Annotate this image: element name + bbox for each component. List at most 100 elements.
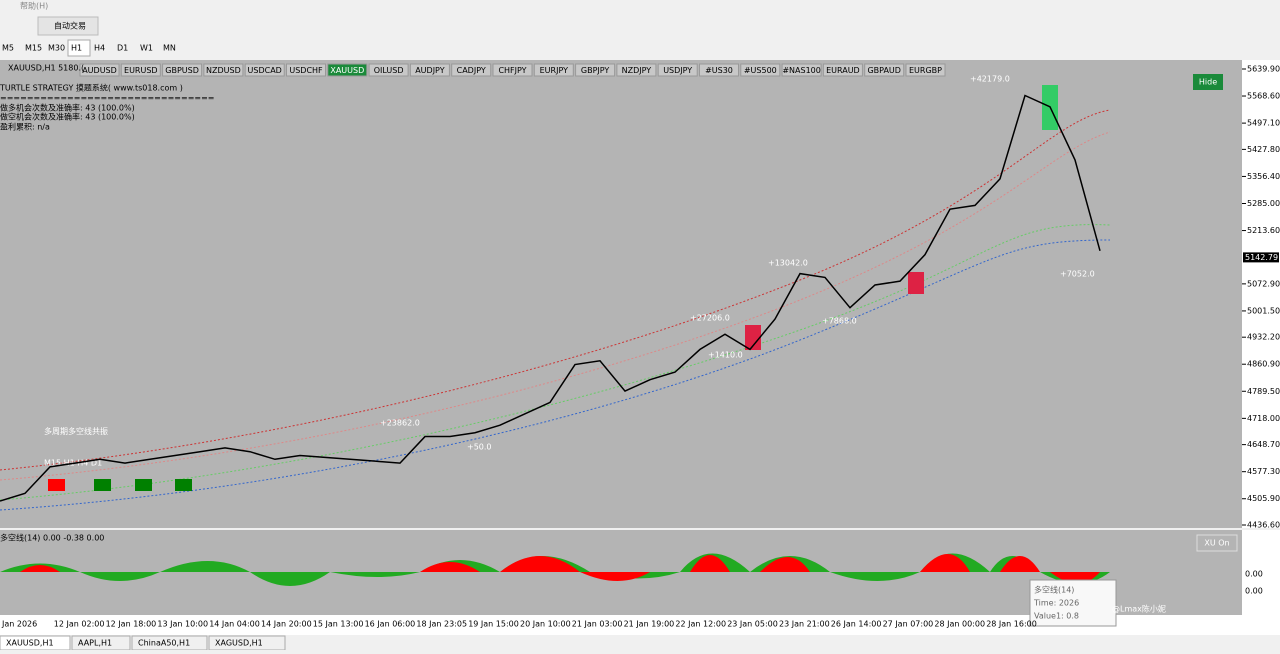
symbol-label[interactable]: OILUSD [374,66,404,75]
time-label: 18 Jan 23:05 [416,620,467,629]
symbol-tab[interactable] [327,63,368,77]
tooltip-line: Time: 2026 [1033,599,1079,608]
symbol-label[interactable]: GBPJPY [581,66,610,75]
symbol-tab[interactable] [492,63,533,77]
info-line: 做空机会次数及准确率: 43 (100.0%) [0,112,135,122]
upper-band [0,109,1111,471]
chart-bg [0,60,1242,528]
time-label: 23 Jan 21:00 [779,620,830,629]
symbol-tab[interactable] [905,63,946,77]
symbol-label[interactable]: NZDUSD [206,66,241,75]
price-label: 4932.20 [1247,333,1280,342]
symbol-tab[interactable] [368,63,409,77]
symbol-label[interactable]: AUDUSD [82,66,117,75]
symbol-tab[interactable] [575,63,616,77]
xu-on[interactable]: XU On [1204,539,1229,548]
time-label: 15 Jan 13:00 [313,620,364,629]
symbol-label[interactable]: USDCHF [289,66,323,75]
symbol-label[interactable]: #NAS100 [782,66,821,75]
xu-on-btn[interactable] [1196,534,1238,552]
timeframe[interactable]: M5 [2,44,14,53]
time-label: 20 Jan 10:00 [520,620,571,629]
time-label: 23 Jan 05:00 [727,620,778,629]
signal-square [175,479,192,491]
symbol-label[interactable]: USDCAD [248,66,282,75]
price-line [0,94,1101,502]
symbol-tab[interactable] [120,63,161,77]
trade-label: +42179.0 [970,75,1010,84]
price-label: 4505.90 [1247,494,1280,503]
symbol-label[interactable]: AUDJPY [415,66,444,75]
auto-trade[interactable]: 自动交易 [54,21,86,31]
symbol-label[interactable]: #US500 [744,66,777,75]
timeframe[interactable]: W1 [140,44,153,53]
symbol-tab[interactable] [244,63,285,77]
hide-label[interactable]: Hide [1199,78,1217,87]
trade-box [908,272,924,294]
symbol-label[interactable]: #US30 [705,66,733,75]
symbol-tab[interactable] [616,63,657,77]
timeframe[interactable]: H4 [94,44,105,53]
info-line: ================================ [0,94,215,103]
symbol-tab[interactable] [79,63,120,77]
timeframe[interactable]: M30 [48,44,65,53]
symbol-label[interactable]: USDJPY [663,66,692,75]
timeframe[interactable]: M15 [25,44,42,53]
info-line: 盈利累积: n/a [0,122,50,132]
price-label: 4718.00 [1247,414,1280,423]
toolbar-bg [0,0,1280,60]
symbol-tab[interactable] [657,63,698,77]
symbol-tab[interactable] [409,63,450,77]
hide-btn[interactable] [1193,74,1223,90]
trade-box [745,325,761,350]
symbol-label[interactable]: GBPUSD [165,66,199,75]
symbol-label[interactable]: EURGBP [909,66,942,75]
symbol-label[interactable]: CADJPY [457,66,486,75]
symbol-tab[interactable] [162,63,203,77]
chart-tab-label[interactable]: ChinaA50,H1 [138,639,190,648]
price-label: 4436.60 [1247,521,1280,530]
symbol-tab[interactable] [533,63,574,77]
timeframe[interactable]: D1 [117,44,128,53]
symbol-tab[interactable] [864,63,905,77]
ind-axis-label: 0.00 [1245,587,1263,596]
chart-tab-label[interactable]: AAPL,H1 [78,639,112,648]
time-label: 14 Jan 20:00 [261,620,312,629]
timeframe[interactable]: H1 [71,44,82,53]
time-label: 26 Jan 14:00 [831,620,882,629]
symbol-tab[interactable] [740,63,781,77]
signal-square [48,479,65,491]
price-label: 4577.30 [1247,467,1280,476]
time-label: 27 Jan 07:00 [883,620,934,629]
symbol-label[interactable]: XAUUSD [330,66,364,75]
symbol-tab[interactable] [451,63,492,77]
menu-help[interactable]: 帮助(H) [20,1,48,11]
symbol-tab[interactable] [203,63,244,77]
time-label: 21 Jan 19:00 [624,620,675,629]
symbol-tab[interactable] [699,63,739,77]
time-label: 14 Jan 04:00 [209,620,260,629]
price-label: 5072.90 [1247,279,1280,288]
symbol-label[interactable]: EURAUD [826,66,860,75]
chart-tab-label[interactable]: XAGUSD,H1 [215,639,263,648]
trade-label: +13042.0 [768,259,808,268]
symbol-tab[interactable] [286,63,326,77]
symbol-label[interactable]: CHFJPY [498,66,526,75]
signal-square [135,479,152,491]
price-axis-bg [1242,60,1280,528]
watermark: @Lmax陈小妮 [1112,604,1166,614]
tooltip-line: Value1: 0.8 [1034,612,1079,621]
symbol-label[interactable]: EURUSD [124,66,158,75]
symbol-tab[interactable] [822,63,863,77]
symbol-label[interactable]: GBPAUD [867,66,901,75]
time-label: 21 Jan 03:00 [572,620,623,629]
symbol-label[interactable]: NZDJPY [622,66,652,75]
timeframe[interactable]: MN [163,44,176,53]
mid-band [0,131,1111,481]
symbol-tab[interactable] [781,63,822,77]
symbol-label[interactable]: EURJPY [540,66,568,75]
auto-trade-btn[interactable] [37,16,99,36]
price-label: 5568.60 [1247,92,1280,101]
price-label: 5285.00 [1247,199,1280,208]
chart-tab-label[interactable]: XAUUSD,H1 [6,639,54,648]
